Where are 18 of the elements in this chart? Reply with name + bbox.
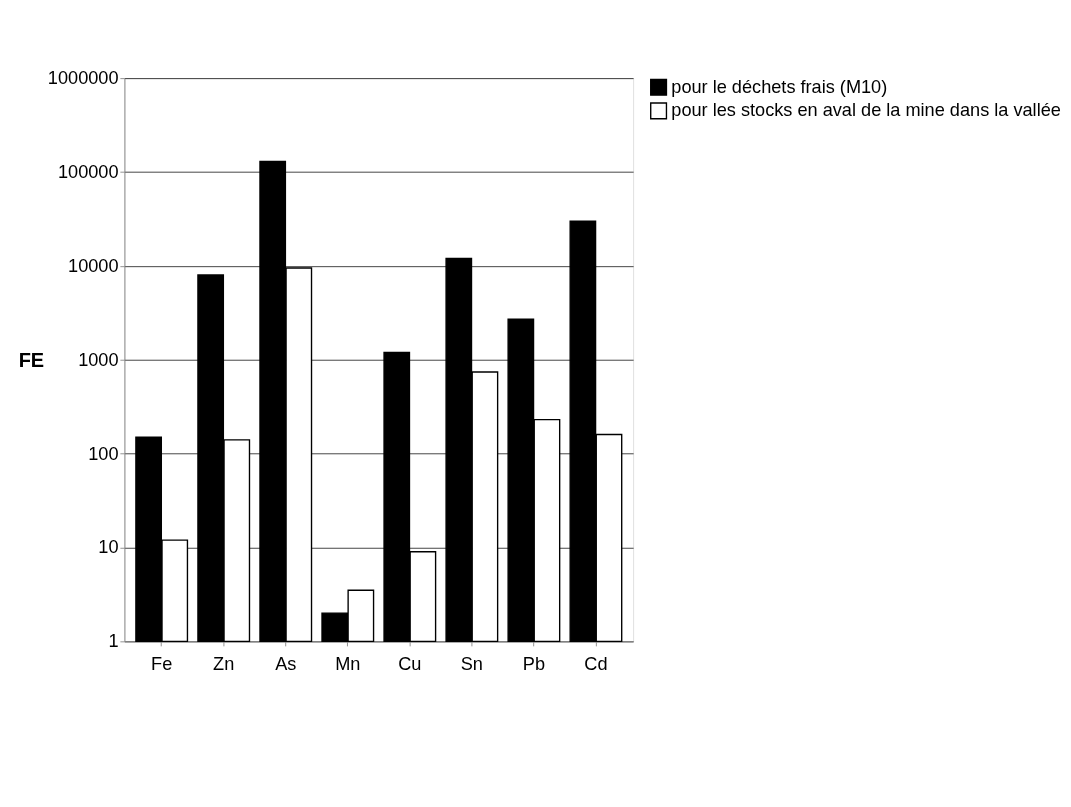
y-axis-title: FE (18, 348, 45, 371)
legend-label: pour le déchets frais (M10) (671, 76, 888, 97)
x-tick-label: Fe (151, 653, 173, 674)
x-tick-label: Sn (460, 653, 483, 674)
y-tick-label: 10000 (68, 255, 119, 276)
x-tick-label: As (275, 653, 297, 674)
x-tick-label: Pb (522, 653, 545, 674)
x-tick-label: Mn (335, 653, 361, 674)
y-tick-label: 1 (108, 631, 119, 652)
y-tick-label: 1000000 (47, 68, 119, 89)
y-tick-label: 10 (98, 537, 119, 558)
x-tick-label: Cd (584, 653, 608, 674)
y-tick-label: 100000 (57, 161, 119, 182)
x-tick-label: Cu (398, 653, 422, 674)
y-tick-label: 100 (88, 443, 119, 464)
x-tick-label: Zn (213, 653, 235, 674)
legend-label: pour les stocks en aval de la mine dans la vallée (671, 100, 1061, 121)
y-tick-label: 1000 (78, 349, 119, 370)
